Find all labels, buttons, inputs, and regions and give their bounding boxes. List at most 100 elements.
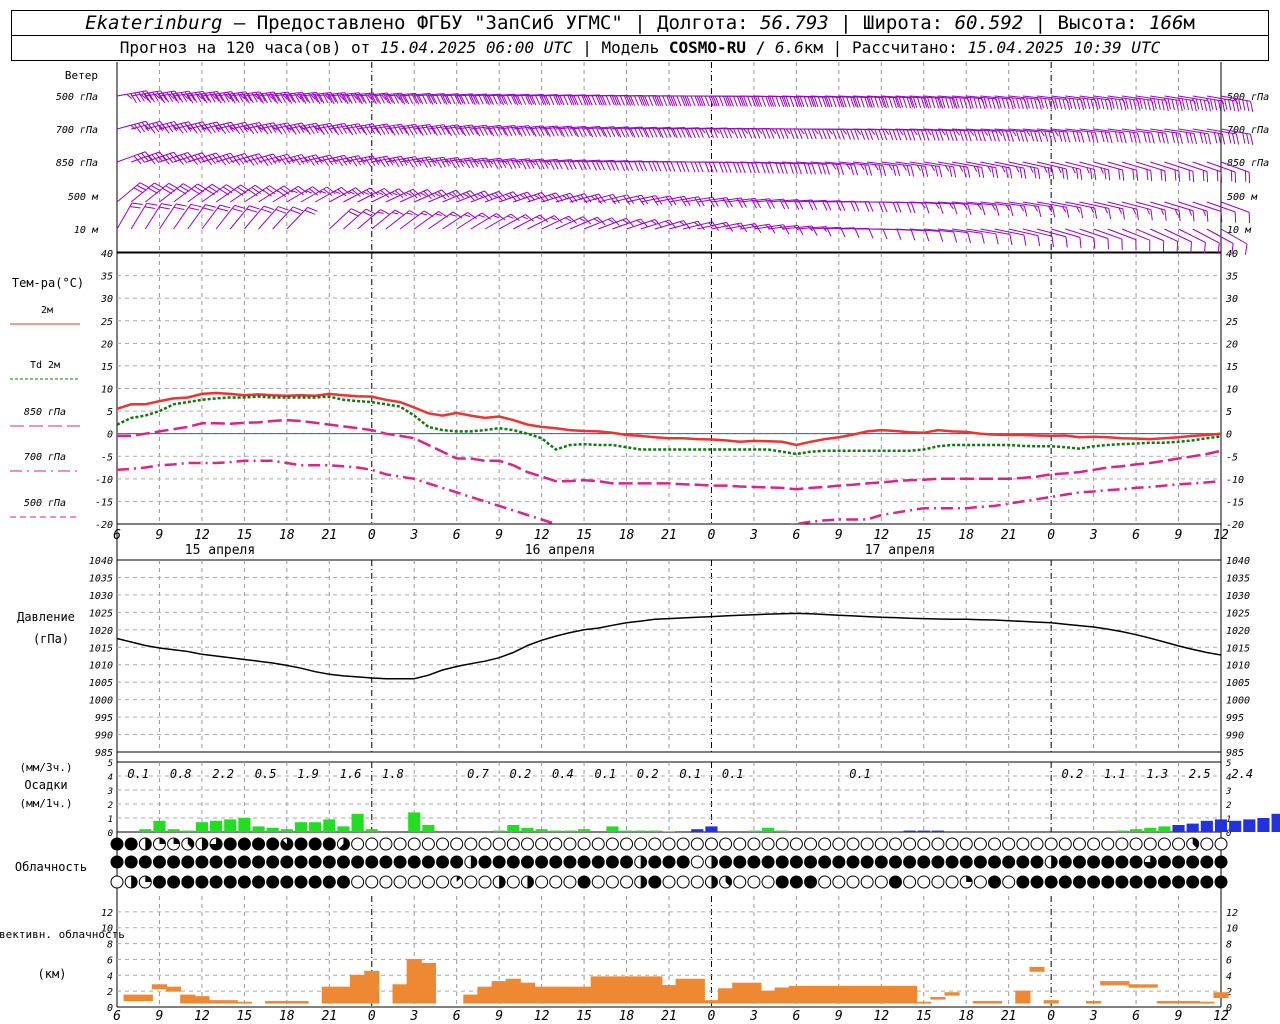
wind-barb-flag xyxy=(662,95,668,106)
wind-barb-shaft xyxy=(414,93,445,97)
wind-barb-flag xyxy=(1033,167,1037,179)
wind-barb-shaft xyxy=(1036,228,1067,238)
wind-barb-flag xyxy=(372,155,380,166)
wind-barb-shaft xyxy=(541,159,572,163)
cloud-symbol-fill xyxy=(379,856,392,868)
wind-barb-shaft xyxy=(1107,128,1138,134)
wind-barb-flag xyxy=(366,189,375,198)
cloud-symbol-fill xyxy=(195,856,208,868)
wind-barb-shaft xyxy=(131,90,161,97)
cloud-symbol xyxy=(1172,837,1186,851)
precip-total-label: 0.8 xyxy=(170,767,192,781)
wind-barb-flag xyxy=(172,125,179,130)
wind-barb-flag xyxy=(813,96,819,108)
cloud-symbol xyxy=(436,837,450,851)
wind-barb-flag xyxy=(226,122,234,133)
cloud-symbol-fill xyxy=(224,838,237,850)
precip-tick-label-left: 0 xyxy=(108,829,113,839)
wind-barb-flag xyxy=(637,195,645,206)
wind-barb-flag xyxy=(1012,130,1017,137)
wind-barb-shaft xyxy=(1093,228,1123,240)
wind-barb-shaft xyxy=(230,153,260,163)
wind-barb-flag xyxy=(1143,131,1147,143)
wind-barb-shaft xyxy=(329,187,356,203)
wind-barb-flag xyxy=(158,125,165,130)
wind-barb-shaft xyxy=(357,92,388,97)
cloud-symbol-fill xyxy=(711,876,718,888)
pressure-tick-label-left: 1010 xyxy=(89,661,113,672)
wind-barb-shaft xyxy=(1192,95,1223,102)
wind-barb-shaft xyxy=(1220,128,1251,135)
wind-barb-flag xyxy=(712,95,718,107)
cloud-symbol-fill xyxy=(252,856,265,868)
wind-barb-flag xyxy=(795,96,801,107)
pressure-tick-label-left: 1040 xyxy=(89,556,113,567)
wind-barb-flag xyxy=(995,167,999,179)
wind-barb-shaft xyxy=(1220,228,1248,245)
conv-bar xyxy=(1213,992,1229,998)
wind-barb-flag xyxy=(521,215,529,220)
wind-barb-flag xyxy=(627,95,633,106)
wind-barb-flag xyxy=(1206,211,1209,222)
wind-barb-flag xyxy=(1104,99,1109,110)
wind-barb-shaft xyxy=(428,124,459,130)
conv-bar xyxy=(1199,1001,1215,1004)
temp-tick-label-left: -15 xyxy=(95,497,113,508)
cloud-symbol xyxy=(846,837,860,851)
wind-barb-flag xyxy=(854,200,860,212)
wind-barb-flag xyxy=(864,129,870,140)
wind-barb-flag xyxy=(1066,131,1071,143)
wind-barb-flag xyxy=(611,95,617,106)
wind-barb-shaft xyxy=(399,210,425,230)
wind-barb-flag xyxy=(641,160,648,171)
wind-barb-flag xyxy=(563,94,569,106)
wind-barb-flag xyxy=(184,122,192,132)
wind-barb-flag xyxy=(197,94,203,100)
wind-barb-flag xyxy=(854,97,859,108)
cloud-symbol xyxy=(591,837,605,851)
wind-barb-shaft xyxy=(1051,161,1081,170)
hour-tick-label: 0 xyxy=(1047,528,1055,543)
wind-barb-flag xyxy=(1090,206,1095,214)
wind-barb-shaft xyxy=(456,93,487,97)
wind-barb-flag xyxy=(236,155,245,165)
altitude-value: 166 xyxy=(1149,12,1184,34)
wind-barb-shaft xyxy=(1093,201,1123,210)
wind-barb-flag xyxy=(1037,206,1042,218)
wind-barb-flag xyxy=(198,91,206,102)
cloud-symbol-fill xyxy=(1073,856,1086,868)
wind-barb-flag xyxy=(783,96,789,108)
wind-barb-shaft xyxy=(230,122,260,130)
wind-barb-flag xyxy=(935,97,940,109)
wind-barb-shaft xyxy=(1065,95,1096,101)
cloud-symbol-fill xyxy=(640,856,647,868)
calc-label: | Рассчитано: xyxy=(832,38,958,57)
wind-barb-flag xyxy=(353,94,359,100)
wind-barb-flag xyxy=(481,212,492,220)
pressure-title: Давление xyxy=(17,610,75,624)
wind-barb-flag xyxy=(839,164,844,176)
wind-barb-flag xyxy=(246,208,258,213)
wind-barb-flag xyxy=(350,124,358,135)
wind-barb-flag xyxy=(846,163,851,170)
temp-tick-label-right: 0 xyxy=(1226,430,1232,441)
wind-barb-flag xyxy=(1136,170,1139,181)
wind-barb-shaft xyxy=(867,161,897,167)
wind-barb-flag xyxy=(1040,97,1045,109)
wind-barb-flag xyxy=(162,124,170,134)
wind-barb-flag xyxy=(969,97,974,109)
wind-barb-shaft xyxy=(541,215,569,230)
wind-barb-flag xyxy=(304,157,310,162)
wind-barb-flag xyxy=(166,123,174,133)
wind-barb-flag xyxy=(1199,99,1204,111)
wind-barb-flag xyxy=(924,97,930,109)
wind-barb-flag xyxy=(1090,99,1095,110)
wind-barb-flag xyxy=(268,94,274,100)
cloud-symbol-fill xyxy=(711,856,718,868)
wind-barb-shaft xyxy=(470,93,501,97)
wind-barb-flag xyxy=(686,128,692,139)
wind-barb-flag xyxy=(1110,98,1115,109)
wind-barb-flag xyxy=(967,166,971,178)
wind-barb-shaft xyxy=(258,153,288,163)
wind-barb-shaft xyxy=(923,95,954,99)
